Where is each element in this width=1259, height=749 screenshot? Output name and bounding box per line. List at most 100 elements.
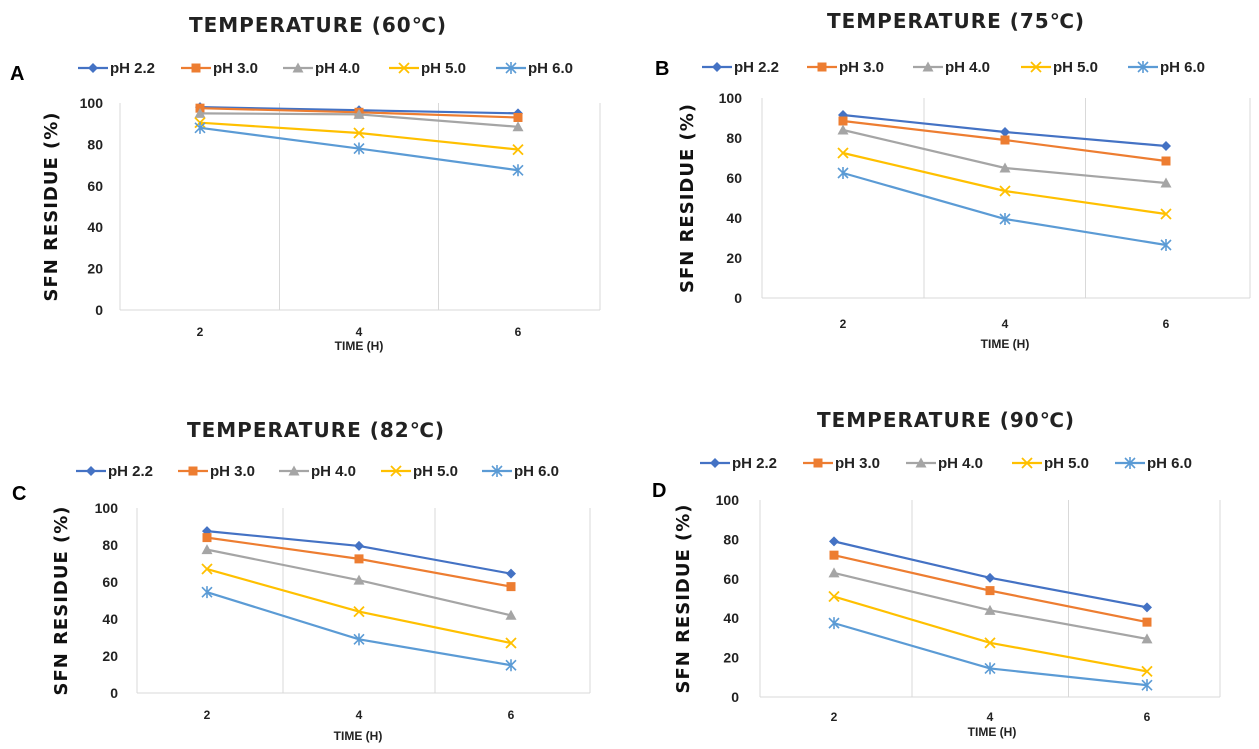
star-marker: [353, 633, 365, 646]
y-tick-label: 80: [723, 531, 739, 547]
series-ph-4-0: [837, 124, 1172, 188]
chart-title: TEMPERATURE (82℃): [187, 418, 445, 442]
series-ph-2-2: [829, 536, 1152, 613]
triangle-marker: [288, 465, 300, 476]
x-tick-label: 6: [515, 325, 522, 339]
legend-item: pH 2.2: [702, 59, 779, 76]
x-marker: [398, 62, 410, 74]
series-line: [833, 622, 1148, 687]
x-marker: [1141, 665, 1153, 678]
x-tick-labels: 2 4 6: [204, 708, 515, 722]
y-tick-label: 80: [726, 130, 742, 146]
chart-c: TEMPERATURE (82℃) C pH 2.2 pH 3.0 pH 4.0 pH…: [12, 418, 591, 743]
x-tick-label: 2: [197, 325, 204, 339]
chart-panel-c: TEMPERATURE (82℃) C pH 2.2 pH 3.0 pH 4.0 pH…: [0, 375, 630, 749]
diamond-marker: [86, 466, 96, 476]
legend-label: pH 6.0: [1147, 455, 1192, 472]
legend-label: pH 5.0: [421, 60, 466, 77]
chart-panel-d: TEMPERATURE (90℃) D pH 2.2 pH 3.0 pH 4.0 pH…: [630, 375, 1259, 749]
x-axis-label: TIME (H): [968, 725, 1017, 739]
x-marker: [837, 147, 849, 159]
x-marker: [1160, 208, 1172, 220]
x-tick-labels: 2 4 6: [831, 710, 1151, 724]
legend-item: pH 3.0: [181, 60, 258, 77]
legend-item: pH 3.0: [803, 455, 880, 472]
star-marker: [828, 617, 840, 630]
x-marker: [353, 605, 365, 618]
plot-area: [828, 536, 1153, 692]
legend-label: pH 6.0: [514, 463, 559, 480]
x-axis-label: TIME (H): [335, 339, 384, 353]
y-tick-label: 60: [726, 170, 742, 186]
y-tick-label: 80: [87, 136, 103, 152]
square-marker: [202, 533, 212, 543]
x-marker: [984, 637, 996, 649]
square-marker: [1161, 156, 1171, 166]
chart-title: TEMPERATURE (90℃): [817, 408, 1075, 432]
x-marker: [512, 143, 524, 156]
triangle-marker: [915, 457, 927, 468]
square-marker: [813, 458, 823, 468]
chart-a: TEMPERATURE (60℃) A pH 2.2 pH 3.0 pH 4.0 pH…: [10, 13, 601, 353]
x-tick-label: 2: [840, 317, 847, 331]
y-tick-label: 60: [87, 178, 103, 194]
star-marker: [1141, 679, 1153, 692]
y-tick-label: 40: [87, 219, 103, 235]
y-tick-label: 20: [87, 261, 103, 277]
star-marker: [353, 142, 365, 155]
series-ph-4-0: [194, 107, 524, 132]
panel-letter: D: [652, 480, 666, 502]
star-marker: [512, 164, 524, 177]
x-marker: [201, 563, 213, 575]
star-marker: [837, 167, 849, 179]
legend-item: pH 6.0: [482, 463, 559, 480]
square-marker: [191, 63, 201, 73]
chart-panel-a: TEMPERATURE (60℃) A pH 2.2 pH 3.0 pH 4.0 pH…: [0, 0, 630, 375]
triangle-marker: [201, 544, 213, 555]
series-ph-5-0: [201, 563, 517, 649]
y-tick-label: 100: [719, 90, 743, 106]
y-tick-label: 40: [726, 210, 742, 226]
legend-item: pH 5.0: [1021, 59, 1098, 76]
legend-label: pH 4.0: [945, 59, 990, 76]
series-ph-5-0: [837, 147, 1172, 220]
x-tick-labels: 2 4 6: [197, 325, 522, 339]
star-marker: [491, 465, 503, 477]
series-ph-6-0: [201, 586, 517, 672]
legend-label: pH 3.0: [839, 59, 884, 76]
legend-label: pH 6.0: [528, 60, 573, 77]
diamond-marker: [506, 568, 516, 579]
series-ph-3-0: [202, 533, 516, 592]
y-tick-labels: 0 20 40 60 80 100: [80, 95, 104, 318]
diamond-marker: [1000, 127, 1010, 137]
legend-item: pH 2.2: [700, 455, 777, 472]
chart-b: TEMPERATURE (75℃) B pH 2.2 pH 3.0 pH 4.0 pH…: [655, 9, 1251, 351]
diamond-marker: [712, 62, 722, 72]
star-marker: [1124, 457, 1136, 469]
legend-label: pH 5.0: [1053, 59, 1098, 76]
star-marker: [1160, 239, 1172, 251]
y-tick-label: 0: [731, 689, 739, 705]
square-marker: [985, 586, 995, 596]
triangle-marker: [922, 61, 934, 72]
plot-area: [194, 102, 524, 177]
x-axis-label: TIME (H): [981, 337, 1030, 351]
y-tick-label: 20: [102, 648, 118, 664]
legend-item: pH 3.0: [178, 463, 255, 480]
star-marker: [984, 662, 996, 675]
diamond-marker: [829, 536, 839, 547]
panel-letter: A: [10, 63, 24, 85]
y-tick-label: 0: [110, 685, 118, 701]
gridlines: [119, 103, 601, 311]
y-tick-label: 20: [726, 250, 742, 266]
legend-item: pH 4.0: [913, 59, 990, 76]
legend-label: pH 3.0: [210, 463, 255, 480]
y-tick-label: 100: [95, 500, 119, 516]
square-marker: [1000, 135, 1010, 145]
y-tick-labels: 0 20 40 60 80 100: [95, 500, 119, 701]
square-marker: [188, 466, 198, 476]
y-axis-label: SFN RESIDUE (%): [51, 505, 72, 695]
triangle-marker: [292, 62, 304, 73]
x-axis-label: TIME (H): [334, 729, 383, 743]
legend: pH 2.2 pH 3.0 pH 4.0 pH 5.0 pH 6.0: [76, 463, 559, 480]
